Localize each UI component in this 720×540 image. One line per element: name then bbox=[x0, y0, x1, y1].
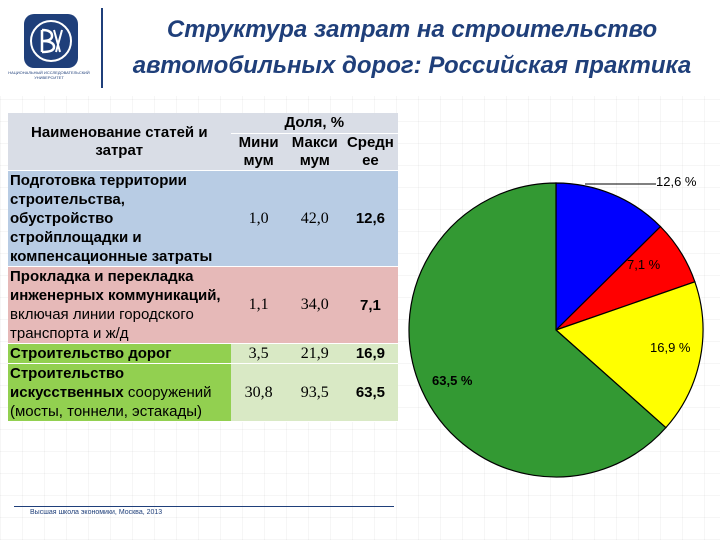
slide-header: НАЦИОНАЛЬНЫЙ ИССЛЕДОВАТЕЛЬСКИЙ УНИВЕРСИТ… bbox=[0, 0, 720, 96]
row-avg: 63,5 bbox=[342, 363, 398, 422]
table-row: Подготовка территории строительства, обу… bbox=[8, 170, 398, 267]
title-line-1: Структура затрат на строительство bbox=[166, 16, 658, 43]
row-max: 93,5 bbox=[286, 363, 343, 422]
pie-slice bbox=[555, 182, 662, 332]
row-min: 1,1 bbox=[230, 266, 287, 344]
header-min: Мини мум bbox=[230, 133, 287, 171]
pie-slice bbox=[554, 281, 704, 429]
logo-subtext: НАЦИОНАЛЬНЫЙ ИССЛЕДОВАТЕЛЬСКИЙ УНИВЕРСИТ… bbox=[8, 70, 90, 80]
row-max: 42,0 bbox=[286, 170, 343, 267]
header-divider bbox=[101, 8, 103, 88]
table-row: Прокладка и перекладка инженерных коммун… bbox=[8, 266, 398, 344]
pie-slice-label: 16,9 % bbox=[650, 340, 691, 355]
row-avg: 16,9 bbox=[342, 343, 398, 364]
table-header-row-1: Наименование статей и затрат Доля, % bbox=[8, 113, 398, 171]
cost-structure-table: Наименование статей и затрат Доля, % Мин… bbox=[8, 113, 398, 422]
pie-slice-label: 12,6 % bbox=[656, 174, 697, 189]
row-max: 34,0 bbox=[286, 266, 343, 344]
row-min: 3,5 bbox=[230, 343, 287, 364]
row-min: 30,8 bbox=[230, 363, 287, 422]
row-name: Строительство дорог bbox=[8, 343, 231, 364]
header-max: Макси мум bbox=[286, 133, 343, 171]
university-logo-icon bbox=[24, 14, 78, 68]
cost-share-pie-chart: 12,6 % 7,1 % 16,9 % 63,5 % bbox=[408, 174, 704, 478]
pie-slice bbox=[408, 182, 667, 478]
title-line-2: автомобильных дорог: Российская практика bbox=[132, 52, 692, 79]
header-name: Наименование статей и затрат bbox=[8, 113, 231, 171]
row-max: 21,9 bbox=[286, 343, 343, 364]
table-row: Строительство искусственных сооружений (… bbox=[8, 363, 398, 422]
header-share: Доля, % bbox=[230, 113, 398, 134]
row-name: Прокладка и перекладка инженерных коммун… bbox=[8, 266, 231, 344]
table-row: Строительство дорог 3,5 21,9 16,9 bbox=[8, 343, 398, 364]
row-min: 1,0 bbox=[230, 170, 287, 267]
row-name: Подготовка территории строительства, обу… bbox=[8, 170, 231, 267]
row-name: Строительство искусственных сооружений (… bbox=[8, 363, 231, 422]
table-header-row-2: Мини мум Макси мум Средн ее bbox=[8, 133, 398, 171]
pie-slice-label: 63,5 % bbox=[432, 373, 473, 388]
pie-slice-label: 7,1 % bbox=[627, 257, 661, 272]
row-avg: 7,1 bbox=[342, 266, 398, 344]
footer-text: Высшая школа экономики, Москва, 2013 bbox=[30, 509, 163, 516]
row-avg: 12,6 bbox=[342, 170, 398, 267]
header-avg: Средн ее bbox=[342, 133, 398, 171]
footer-divider bbox=[14, 506, 394, 507]
page-title: Структура затрат на строительство автомо… bbox=[112, 12, 712, 84]
